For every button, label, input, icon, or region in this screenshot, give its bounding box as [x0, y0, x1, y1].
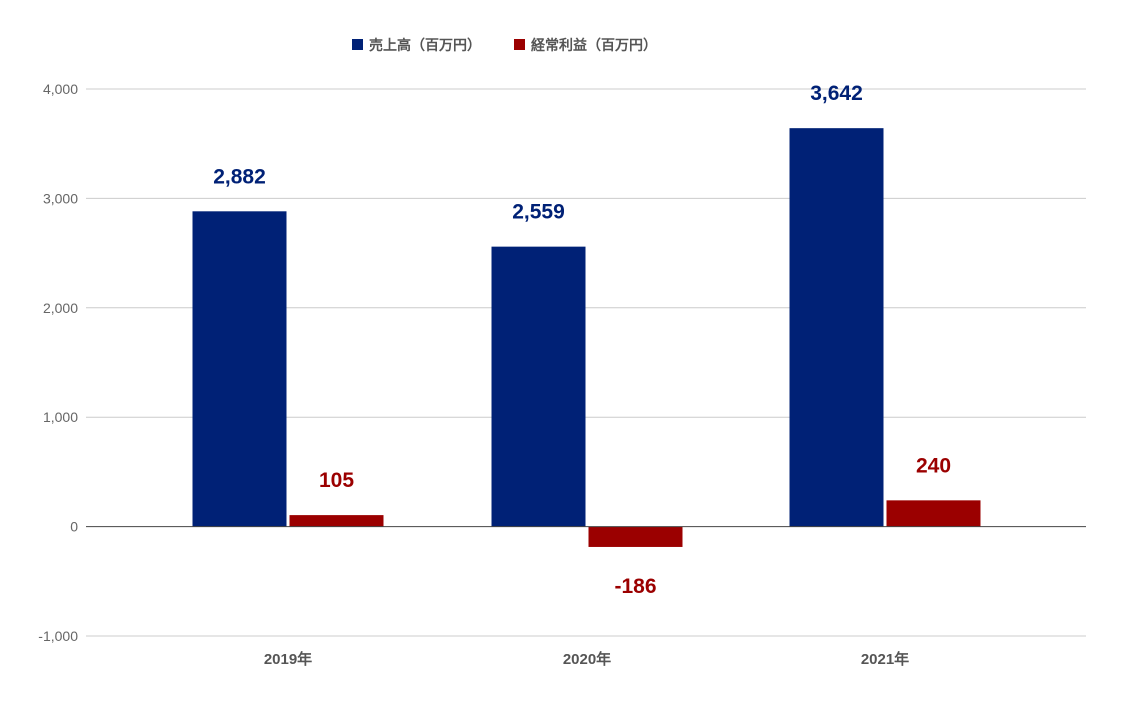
- y-tick-label: -1,000: [38, 628, 78, 644]
- legend: 売上高（百万円） 経常利益（百万円）: [352, 37, 657, 53]
- data-label: 3,642: [810, 82, 863, 105]
- bar-sales-0: [192, 211, 287, 527]
- y-tick-label: 2,000: [43, 300, 78, 316]
- bars: [192, 128, 981, 547]
- y-axis-labels: -1,000 0 1,000 2,000 3,000 4,000: [38, 81, 78, 644]
- data-label: 2,882: [213, 165, 266, 188]
- bar-sales-2: [789, 128, 884, 527]
- legend-label: 経常利益（百万円）: [531, 37, 657, 53]
- x-axis-labels: 2019年 2020年 2021年: [264, 650, 909, 668]
- data-labels: 2,882 105 2,559 -186 3,642 240: [213, 82, 951, 598]
- data-label: 240: [916, 454, 951, 477]
- data-label: -186: [614, 575, 656, 598]
- y-tick-label: 3,000: [43, 190, 78, 206]
- bar-sales-1: [491, 246, 586, 527]
- bar-profit-0: [289, 515, 384, 527]
- legend-swatch: [514, 39, 525, 50]
- y-tick-label: 1,000: [43, 409, 78, 425]
- legend-label: 売上高（百万円）: [369, 37, 481, 53]
- y-tick-label: 0: [70, 519, 78, 535]
- y-tick-label: 4,000: [43, 81, 78, 97]
- x-tick-label: 2021年: [861, 650, 909, 668]
- legend-swatch: [352, 39, 363, 50]
- x-tick-label: 2019年: [264, 650, 312, 668]
- x-tick-label: 2020年: [563, 650, 611, 668]
- data-label: 105: [319, 469, 354, 492]
- data-label: 2,559: [512, 201, 565, 224]
- bar-profit-1: [588, 526, 683, 547]
- bar-profit-2: [886, 500, 981, 527]
